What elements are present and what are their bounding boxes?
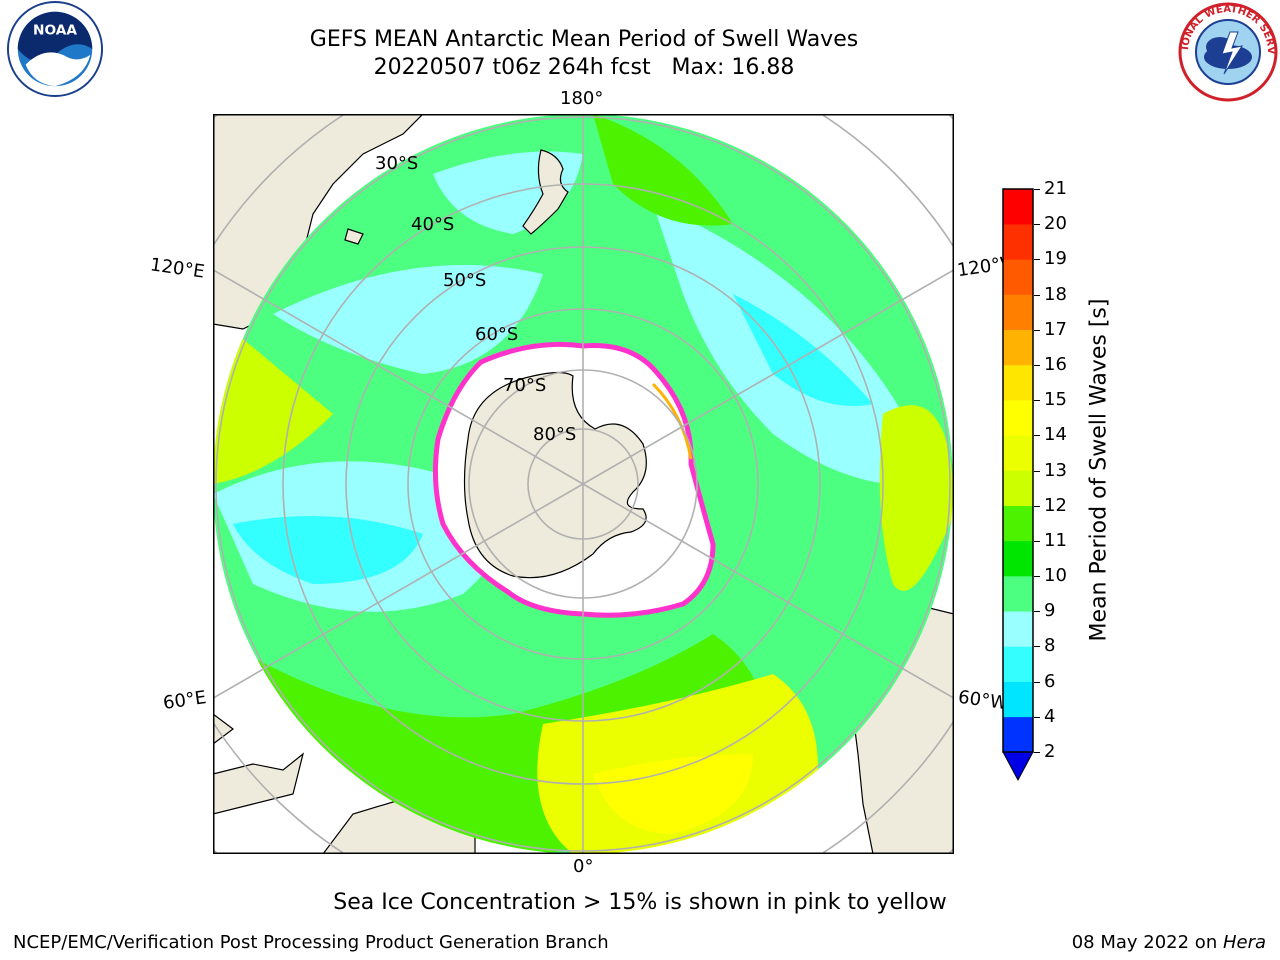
host-name: Hera — [1222, 932, 1266, 953]
colorbar-segment — [1003, 189, 1033, 225]
colorbar-segment — [1003, 329, 1033, 366]
colorbar-ticks: 2 4 6 8 9 10 11 12 13 14 15 16 17 18 19 20 21 — [1034, 178, 1094, 768]
credit-text: NCEP/EMC/Verification Post Processing Pr… — [13, 932, 609, 953]
colorbar-tick-mark — [1034, 189, 1040, 190]
colorbar-tick-label: 17 — [1044, 318, 1067, 340]
colorbar-tick-label: 12 — [1044, 494, 1067, 516]
tasmania — [344, 228, 364, 245]
map-border — [213, 114, 954, 854]
colorbar-tick-mark — [1034, 364, 1040, 366]
lon-label-180: 180° — [560, 88, 604, 109]
polar-map: 30°S 40°S 50°S 60°S 70°S 80°S — [213, 114, 954, 854]
colorbar-tick-label: 8 — [1044, 635, 1056, 657]
lon-label-0: 0° — [573, 856, 594, 877]
lat-label-80s: 80°S — [533, 424, 576, 445]
colorbar-segment — [1003, 611, 1033, 647]
lat-label-40s: 40°S — [411, 214, 454, 235]
colorbar-tick-label: 9 — [1044, 600, 1056, 622]
date-label: 08 May 2022 on — [1071, 932, 1223, 953]
colorbar-segment — [1003, 540, 1033, 577]
colorbar-segment — [1003, 259, 1033, 295]
colorbar-segment — [1003, 400, 1033, 436]
colorbar-tick-mark — [1034, 576, 1040, 578]
colorbar-tick-mark — [1034, 224, 1040, 226]
map-subtitle: 20220507 t06z 264h fcst Max: 16.88 — [373, 55, 795, 80]
colorbar-segment — [1003, 364, 1033, 401]
colorbar-tick-label: 6 — [1044, 670, 1056, 692]
colorbar-tick-mark — [1034, 329, 1040, 331]
colorbar-tick-label: 19 — [1044, 248, 1067, 270]
colorbar-tick-label: 15 — [1044, 389, 1067, 411]
colorbar-segment — [1003, 646, 1033, 682]
colorbar-tick-label: 11 — [1044, 529, 1067, 551]
colorbar-segment — [1003, 294, 1033, 331]
date-text: 08 May 2022 on Hera — [1072, 932, 1266, 953]
colorbar-label: Mean Period of Swell Waves [s] — [1086, 298, 1112, 642]
colorbar-tick-mark — [1034, 716, 1040, 718]
colorbar-tick-label: 13 — [1044, 459, 1067, 481]
colorbar-tick-mark — [1034, 681, 1040, 683]
lat-label-50s: 50°S — [443, 270, 486, 291]
colorbar-tick-label: 18 — [1044, 283, 1067, 305]
colorbar-segment — [1003, 576, 1033, 612]
colorbar-tick-label: 14 — [1044, 424, 1067, 446]
colorbar-tick-mark — [1034, 470, 1040, 472]
colorbar-outline — [1002, 188, 1034, 753]
colorbar-tick-label: 20 — [1044, 213, 1067, 235]
new-zealand — [522, 149, 569, 235]
noaa-logo: NOAA — [6, 0, 104, 98]
colorbar-tick-label: 16 — [1044, 353, 1067, 375]
sea-ice-caption: Sea Ice Concentration > 15% is shown in … — [333, 890, 947, 915]
colorbar-segment — [1003, 681, 1033, 718]
colorbar-tick-label: 21 — [1044, 178, 1067, 199]
colorbar-tick-mark — [1034, 435, 1040, 437]
colorbar-segment — [1003, 470, 1033, 506]
lon-label-60e: 60°E — [161, 687, 208, 714]
colorbar-tick-label: 10 — [1044, 565, 1067, 587]
colorbar — [1002, 188, 1034, 782]
colorbar-segment — [1003, 435, 1033, 471]
colorbar-segment — [1003, 505, 1033, 542]
colorbar-tick-label: 2 — [1044, 741, 1056, 762]
map-title: GEFS MEAN Antarctic Mean Period of Swell… — [309, 27, 859, 52]
colorbar-tick-mark — [1034, 294, 1040, 296]
lon-label-120e: 120°E — [148, 254, 206, 283]
lat-label-60s: 60°S — [475, 324, 518, 345]
colorbar-tick-mark — [1034, 505, 1040, 507]
nws-logo: NATIONAL WEATHER SERVICE — [1178, 2, 1278, 102]
colorbar-tick-mark — [1034, 611, 1040, 613]
lat-label-30s: 30°S — [375, 153, 418, 174]
colorbar-under-arrow — [1002, 751, 1034, 782]
colorbar-tick-mark — [1034, 259, 1040, 261]
colorbar-tick-mark — [1034, 400, 1040, 402]
graticule — [213, 114, 954, 854]
colorbar-tick-mark — [1034, 646, 1040, 648]
colorbar-segment — [1003, 224, 1033, 260]
colorbar-tick-label: 4 — [1044, 705, 1056, 727]
colorbar-segment — [1003, 716, 1033, 753]
colorbar-tick-mark — [1034, 540, 1040, 542]
lat-label-70s: 70°S — [503, 375, 546, 396]
noaa-logo-text: NOAA — [33, 22, 77, 38]
colorbar-tick-mark — [1034, 752, 1040, 753]
